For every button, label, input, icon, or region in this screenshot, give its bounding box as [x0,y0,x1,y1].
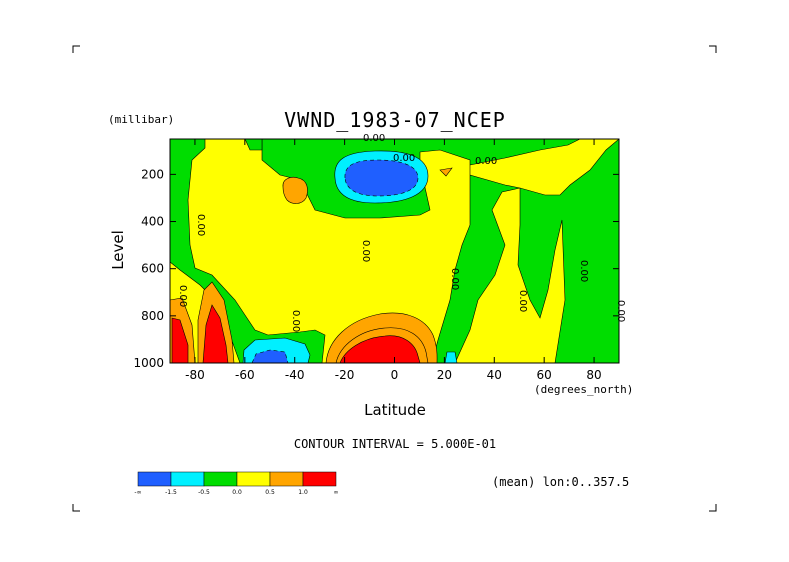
x-axis-label: Latitude [364,401,426,419]
axes: -80 -60 -40 -20 0 20 40 60 80 200 400 600 800 1000 [133,138,620,382]
x-tick-label: -40 [285,368,305,382]
colorbar: -∞ -1.5 -0.5 0.0 0.5 1.0 ∞ [134,471,339,496]
chart-title: VWND_1983-07_NCEP [284,108,506,132]
y-tick-label: 400 [141,215,164,229]
colorbar-swatch [302,471,337,487]
y-tick-label: 800 [141,309,164,323]
upper-negative-core [334,150,429,204]
colorbar-label: -∞ [134,489,141,496]
plot-area [170,139,619,363]
colorbar-label: 0.5 [265,489,275,496]
left-surface-maxima [170,281,235,363]
surface-negative-blob [242,337,311,363]
y-axis-label: Level [109,230,127,270]
contour-label: 0.00 [615,300,626,322]
colorbar-swatch [269,471,304,487]
x-tick-label: -60 [235,368,255,382]
colorbar-label: -1.5 [165,489,177,496]
contour-label: 0.00 [449,268,460,290]
footnote: (mean) lon:0..357.5 [492,475,629,489]
y-units: (millibar) [108,113,174,126]
contour-label: 0.00 [578,260,589,282]
x-units: (degrees_north) [534,383,633,396]
contour-label: 0.00 [195,214,206,236]
x-tick-label: -20 [335,368,355,382]
colorbar-swatch [236,471,271,487]
contour-label: 0.00 [360,240,371,262]
colorbar-swatch [137,471,172,487]
contour-label: 0.00 [475,156,497,167]
colorbar-label: ∞ [334,489,339,496]
x-tick-label: 0 [391,368,399,382]
orange-blob-upper [282,176,308,204]
x-tick-label: 20 [437,368,452,382]
contour-label: 0.00 [177,285,188,307]
colorbar-label: -0.5 [198,489,210,496]
y-tick-label: 600 [141,262,164,276]
y-tick-label: 1000 [133,356,164,370]
contour-label: 0.00 [517,290,528,312]
y-tick-label: 200 [141,167,164,181]
contour-label: 0.00 [290,310,301,332]
contour-label: 0.00 [393,153,415,164]
x-tick-label: 80 [586,368,601,382]
contour-interval: CONTOUR INTERVAL = 5.000E-01 [294,437,496,451]
orange-tiny [439,167,453,177]
surface-positive-core [325,312,438,363]
x-tick-label: 40 [487,368,502,382]
colorbar-label: 1.0 [298,489,308,496]
colorbar-label: 0.0 [232,489,242,496]
x-tick-label: -80 [185,368,205,382]
corner-marks [72,45,717,512]
colorbar-swatch [203,471,238,487]
cyan-small [444,351,458,363]
colorbar-swatch [170,471,205,487]
blue-core-upper [344,159,419,197]
x-tick-label: 60 [537,368,552,382]
